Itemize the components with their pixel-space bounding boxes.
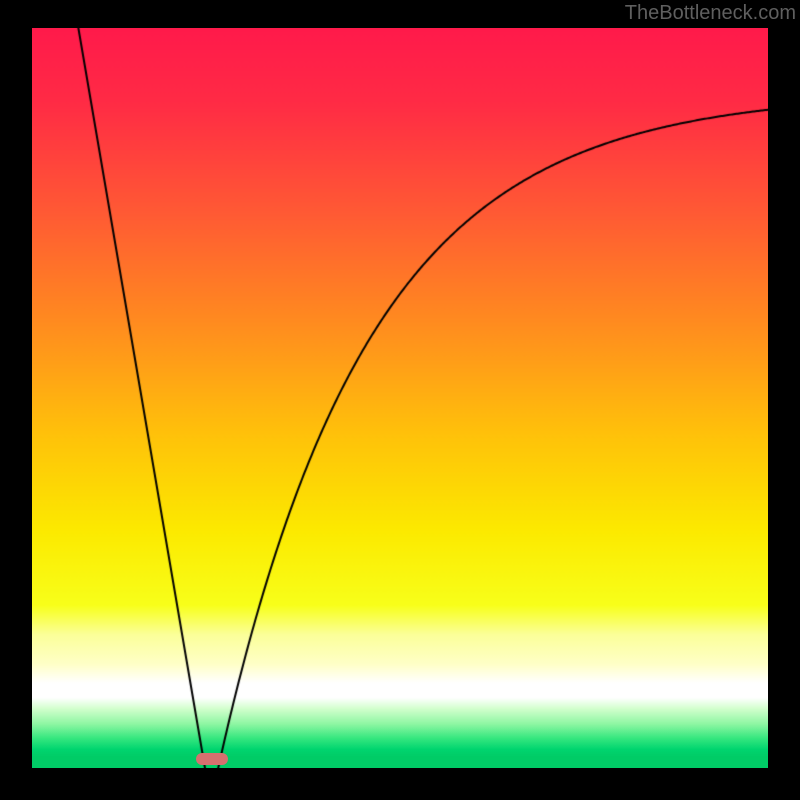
plot-area (32, 28, 768, 768)
minimum-marker (196, 753, 228, 765)
watermark-text: TheBottleneck.com (625, 2, 796, 25)
curve-layer (32, 28, 768, 768)
